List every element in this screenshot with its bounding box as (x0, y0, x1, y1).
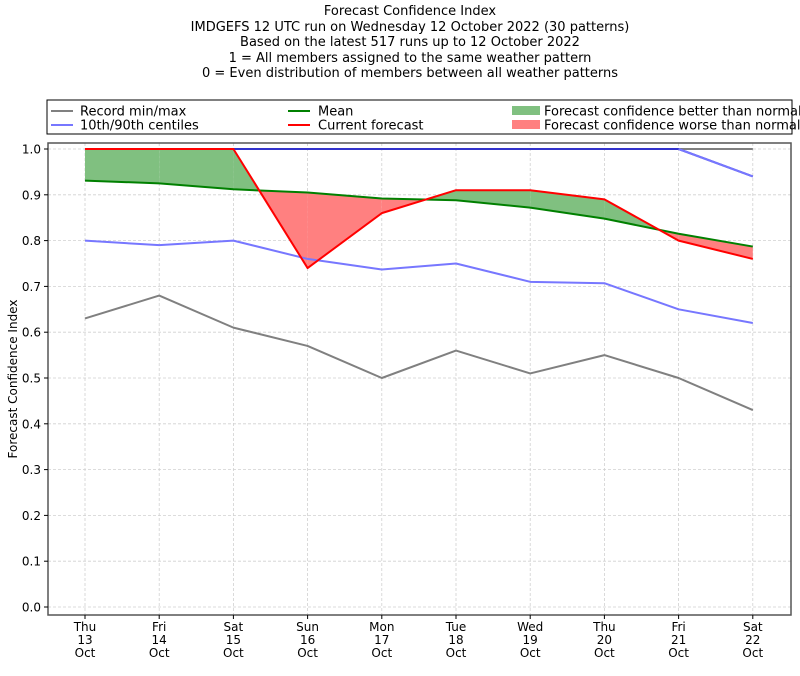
chart-subtitle-1: IMDGEFS 12 UTC run on Wednesday 12 Octob… (190, 19, 630, 35)
x-tick-label: 17 (374, 633, 389, 647)
legend-swatch-better (512, 106, 540, 115)
x-tick-label: 13 (77, 633, 92, 647)
current-forecast-line (85, 148, 754, 270)
x-tick-label: Oct (594, 646, 615, 660)
x-tick-label: Oct (223, 646, 244, 660)
x-tick-label: 20 (597, 633, 612, 647)
legend-label-mean: Mean (318, 105, 353, 120)
legend-label-record: Record min/max (80, 105, 187, 120)
x-tick-label: Oct (742, 646, 763, 660)
y-tick-label: 0.4 (22, 417, 41, 431)
x-tick-label: Fri (152, 620, 166, 634)
chart-subtitle-2: Based on the latest 517 runs up to 12 Oc… (240, 35, 580, 50)
x-tick-label: Sat (224, 620, 244, 634)
y-tick-label: 0.5 (22, 372, 41, 386)
legend-box (46, 99, 793, 135)
x-tick-label: Oct (149, 646, 170, 660)
worse-than-normal-fill (307, 192, 382, 269)
confidence-fills (85, 149, 753, 269)
legend-label-worse: Forecast confidence worse than normal (544, 119, 800, 134)
chart-subtitle-4: 0 = Even distribution of members between… (201, 66, 619, 81)
x-tick-label: 19 (523, 633, 538, 647)
better-than-normal-fill (85, 149, 160, 184)
better-than-normal-fill (456, 190, 531, 208)
y-tick-label: 0.1 (22, 555, 41, 569)
plot-frame (47, 142, 792, 616)
chart-titles: Forecast Confidence Index IMDGEFS 12 UTC… (0, 4, 800, 82)
x-tick-label: 21 (671, 633, 686, 647)
x-tick-label: Wed (517, 620, 543, 634)
x-tick-label: Oct (297, 646, 318, 660)
y-tick-label: 1.0 (22, 143, 41, 157)
x-tick-label: 16 (300, 633, 315, 647)
x-tick-label: Sun (296, 620, 319, 634)
x-tick-label: 15 (226, 633, 241, 647)
chart-title: Forecast Confidence Index (323, 4, 497, 19)
legend-label-better: Forecast confidence better than normal (544, 105, 800, 120)
y-tick-label: 0.7 (22, 280, 41, 294)
mean-line (84, 179, 753, 248)
legend-swatch-worse (512, 120, 540, 129)
x-axis: Thu13OctFri14OctSat15OctSun16OctMon17Oct… (73, 615, 763, 660)
x-tick-label: 18 (448, 633, 463, 647)
y-tick-label: 0.9 (22, 188, 41, 202)
y-tick-label: 0.8 (22, 234, 41, 248)
legend-label-current: Current forecast (318, 119, 424, 134)
y-axis: Forecast Confidence Index 0.0 0.1 0.2 0.3 0.… (6, 143, 48, 615)
x-tick-label: Tue (445, 620, 467, 634)
chart-subtitle-3: 1 = All members assigned to the same wea… (228, 50, 592, 66)
x-tick-label: 14 (152, 633, 167, 647)
x-tick-label: Thu (592, 620, 616, 634)
series-lines (84, 148, 754, 411)
better-than-normal-fill (159, 149, 234, 190)
x-tick-label: Oct (75, 646, 96, 660)
x-tick-label: Oct (371, 646, 392, 660)
x-tick-label: Oct (446, 646, 467, 660)
y-tick-label: 0.0 (22, 601, 41, 615)
centile-90th-segment (678, 148, 754, 178)
centile-10th-line (84, 239, 753, 325)
y-tick-label: 0.2 (22, 509, 41, 523)
y-tick-label: 0.6 (22, 326, 41, 340)
x-tick-label: Sat (743, 620, 763, 634)
worse-than-normal-fill (678, 233, 753, 259)
y-axis-label: Forecast Confidence Index (6, 300, 20, 459)
x-tick-label: Fri (671, 620, 685, 634)
x-tick-label: 22 (745, 633, 760, 647)
x-tick-label: Mon (369, 620, 394, 634)
legend-label-centiles: 10th/90th centiles (80, 119, 199, 134)
x-tick-label: Oct (668, 646, 689, 660)
record-min-line (84, 294, 754, 411)
legend: Record min/max 10th/90th centiles Mean C… (46, 99, 800, 135)
x-tick-label: Thu (73, 620, 97, 634)
y-tick-label: 0.3 (22, 463, 41, 477)
x-tick-label: Oct (520, 646, 541, 660)
